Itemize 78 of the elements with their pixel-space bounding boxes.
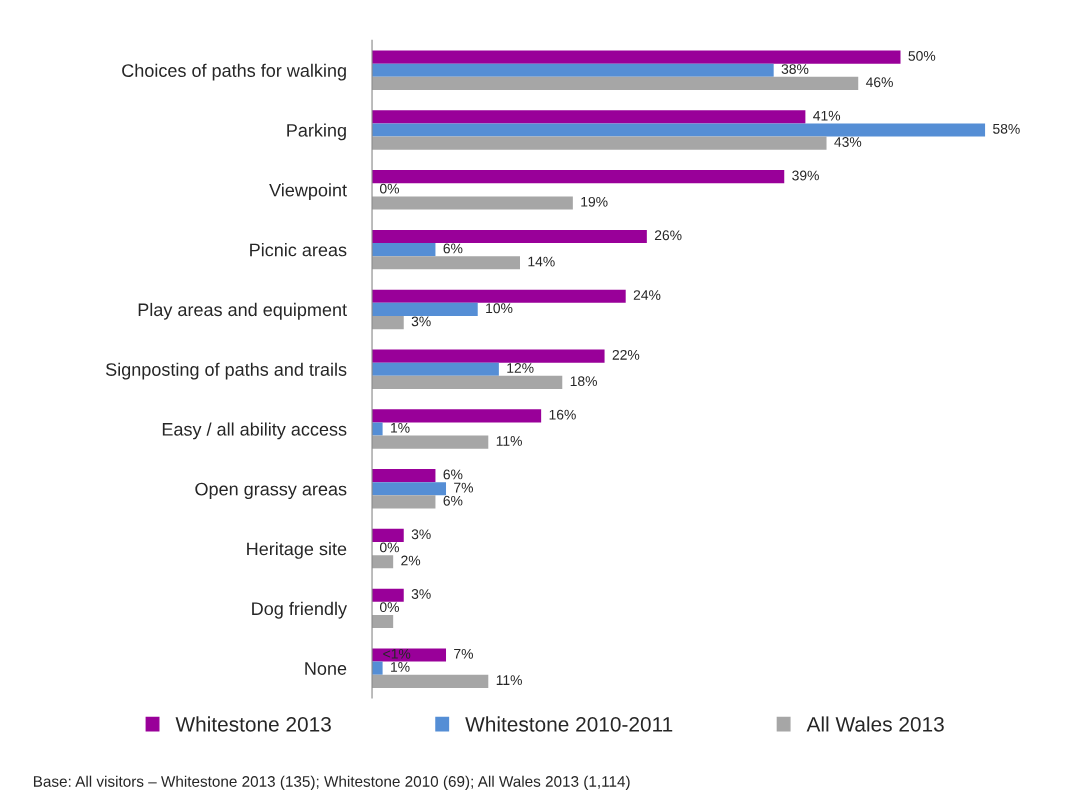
bar bbox=[372, 422, 383, 436]
data-label: 26% bbox=[654, 230, 682, 241]
y-tick-label: Dog friendly bbox=[252, 601, 347, 619]
bar bbox=[372, 50, 901, 64]
data-label: 11% bbox=[496, 436, 522, 446]
bar bbox=[372, 409, 542, 423]
legend-label: Whitestone 2010-2011 bbox=[465, 716, 673, 732]
data-label: 41% bbox=[813, 110, 841, 121]
data-label: 1% bbox=[391, 422, 410, 433]
data-label: 3% bbox=[411, 589, 431, 599]
bar bbox=[372, 349, 605, 363]
y-tick-label: Signposting of paths and trails bbox=[105, 362, 347, 380]
bar bbox=[372, 110, 806, 124]
data-label: 38% bbox=[781, 64, 809, 74]
data-label: 3% bbox=[411, 529, 431, 540]
y-tick-label: Easy / all ability access bbox=[162, 422, 347, 440]
bar bbox=[372, 289, 626, 303]
bar bbox=[372, 362, 499, 376]
text: Base: All visitors – Whitestone 2013 (135); Whitestone 2010 (69); All Wales 2013 (1,114) bbox=[33, 775, 630, 790]
bar bbox=[372, 136, 827, 150]
bar bbox=[372, 435, 489, 449]
bar bbox=[372, 469, 436, 483]
y-tick-label: Heritage site bbox=[247, 542, 347, 559]
y-tick-label: Picnic areas bbox=[250, 243, 347, 257]
data-label: 24% bbox=[633, 290, 661, 300]
data-label: 12% bbox=[507, 363, 534, 373]
annotation: <1% bbox=[383, 648, 411, 659]
bar bbox=[372, 63, 774, 77]
data-label: 7% bbox=[454, 482, 473, 493]
bar bbox=[372, 528, 404, 542]
bar bbox=[372, 170, 785, 184]
data-label: 6% bbox=[443, 495, 463, 506]
data-label: 3% bbox=[411, 316, 431, 327]
data-label: 0% bbox=[379, 183, 400, 194]
data-label: 7% bbox=[454, 648, 473, 659]
data-label: 16% bbox=[549, 409, 576, 420]
y-tick-label: Choices of paths for walking bbox=[122, 63, 346, 81]
bar bbox=[372, 123, 986, 137]
bar bbox=[372, 302, 478, 316]
data-label: 14% bbox=[528, 256, 555, 267]
data-label: 46% bbox=[865, 77, 893, 88]
data-label: 1% bbox=[391, 662, 410, 672]
data-label: 11% bbox=[496, 675, 522, 685]
data-label: 43% bbox=[834, 137, 862, 147]
bar bbox=[372, 614, 394, 629]
bar bbox=[372, 243, 436, 257]
y-tick-label: Parking bbox=[287, 123, 346, 141]
data-label: 19% bbox=[581, 196, 608, 207]
bar bbox=[372, 315, 404, 330]
data-label: 58% bbox=[993, 123, 1020, 134]
bar bbox=[372, 495, 436, 509]
data-label: 39% bbox=[792, 170, 819, 181]
data-label: 18% bbox=[570, 376, 597, 387]
data-label: 0% bbox=[379, 542, 400, 553]
legend-label: Whitestone 2013 bbox=[175, 716, 331, 732]
bar bbox=[372, 256, 521, 270]
data-label: 50% bbox=[908, 50, 936, 61]
data-label: 2% bbox=[401, 555, 421, 566]
y-tick-label: Viewpoint bbox=[269, 183, 347, 201]
bar bbox=[372, 229, 647, 244]
bar bbox=[372, 196, 573, 210]
data-label: 0% bbox=[379, 602, 400, 613]
bar bbox=[372, 76, 859, 90]
bar bbox=[372, 482, 447, 496]
bar bbox=[372, 588, 404, 602]
y-tick-label: Play areas and equipment bbox=[138, 302, 347, 320]
bar bbox=[372, 555, 394, 569]
data-label: 22% bbox=[612, 349, 640, 360]
bar bbox=[372, 375, 563, 389]
legend-label: All Wales 2013 bbox=[806, 716, 944, 732]
y-tick-label: None bbox=[305, 662, 347, 675]
y-tick-label: Open grassy areas bbox=[195, 482, 347, 500]
bar bbox=[372, 661, 383, 675]
data-label: 6% bbox=[443, 243, 463, 254]
data-label: 6% bbox=[443, 469, 463, 480]
bar bbox=[372, 648, 447, 662]
data-label: 10% bbox=[486, 303, 513, 314]
bar bbox=[372, 674, 489, 688]
